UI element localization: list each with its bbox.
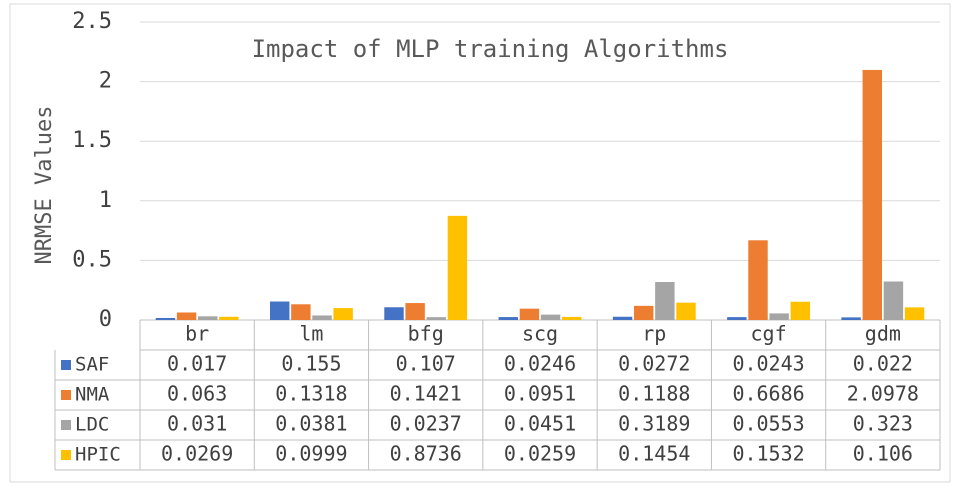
bar	[634, 305, 654, 320]
table-value: 0.0269	[161, 442, 233, 466]
bar	[519, 308, 540, 320]
table-value: 0.0259	[504, 442, 576, 466]
bar	[176, 312, 197, 320]
table-value: 0.1421	[390, 382, 462, 406]
legend-swatch	[61, 390, 71, 400]
y-tick-label: 1.5	[72, 128, 112, 153]
table-value: 0.017	[167, 352, 227, 376]
table-value: 0.0951	[504, 382, 576, 406]
x-tick-label: gdm	[865, 322, 901, 346]
x-tick-label: br	[185, 322, 209, 346]
table-value: 0.1188	[618, 382, 690, 406]
table-value: 0.1454	[618, 442, 690, 466]
x-tick-label: cgf	[751, 322, 787, 346]
legend-swatch	[61, 420, 71, 430]
bar	[883, 281, 904, 320]
bar	[562, 316, 582, 320]
y-tick-label: 2	[99, 69, 112, 94]
table-value: 0.0243	[732, 352, 804, 376]
y-tick-label: 2.5	[72, 9, 112, 34]
bar	[312, 315, 332, 320]
table-value: 0.8736	[390, 442, 462, 466]
bar	[862, 69, 882, 321]
legend-swatch	[61, 450, 71, 460]
bar	[333, 308, 353, 320]
bar	[405, 303, 425, 320]
bar	[498, 317, 518, 320]
legend-label: NMA	[75, 384, 110, 406]
table-value: 0.031	[167, 412, 227, 436]
chart-frame	[9, 3, 951, 483]
table-value: 0.0451	[504, 412, 576, 436]
table-value: 0.0246	[504, 352, 576, 376]
table-value: 0.106	[853, 442, 913, 466]
bar	[426, 317, 446, 320]
bar	[790, 301, 810, 320]
bar	[447, 215, 468, 320]
table-value: 0.0272	[618, 352, 690, 376]
bar	[748, 240, 768, 320]
bar	[769, 313, 789, 320]
bar	[676, 302, 696, 320]
x-tick-label: lm	[299, 322, 323, 346]
table-value: 0.022	[853, 352, 913, 376]
bar	[612, 316, 633, 320]
chart-title: Impact of MLP training Algorithms	[252, 35, 729, 63]
legend-label: SAF	[75, 354, 109, 376]
table-value: 0.0381	[275, 412, 347, 436]
table-value: 0.6686	[732, 382, 804, 406]
bar	[155, 317, 176, 320]
x-tick-label: rp	[642, 322, 666, 346]
table-value: 0.3189	[618, 412, 690, 436]
bar	[727, 317, 747, 320]
legend-label: LDC	[75, 414, 109, 436]
table-value: 0.323	[853, 412, 913, 436]
legend-label: HPIC	[75, 444, 121, 466]
bar	[904, 307, 925, 320]
bar	[655, 281, 675, 320]
table-value: 0.155	[281, 352, 341, 376]
y-tick-label: 0	[99, 307, 112, 332]
y-tick-label: 1	[99, 188, 112, 213]
table-value: 0.1532	[732, 442, 804, 466]
legend-swatch	[61, 360, 71, 370]
bar	[198, 316, 218, 320]
y-axis-label: NRMSE Values	[32, 106, 57, 265]
y-tick-label: 0.5	[72, 247, 112, 272]
table-value: 0.107	[396, 352, 456, 376]
table-value: 0.063	[167, 382, 227, 406]
bar	[291, 304, 311, 320]
table-value: 0.0553	[732, 412, 804, 436]
table-value: 0.1318	[275, 382, 347, 406]
table-value: 0.0237	[390, 412, 462, 436]
table-value: 0.0999	[275, 442, 347, 466]
x-tick-label: bfg	[408, 322, 444, 346]
bar	[841, 317, 861, 320]
bar	[384, 307, 404, 320]
table-value: 2.0978	[847, 382, 919, 406]
x-tick-label: scg	[522, 322, 558, 346]
bar	[540, 314, 561, 320]
bar	[219, 316, 239, 320]
bar	[270, 301, 290, 320]
